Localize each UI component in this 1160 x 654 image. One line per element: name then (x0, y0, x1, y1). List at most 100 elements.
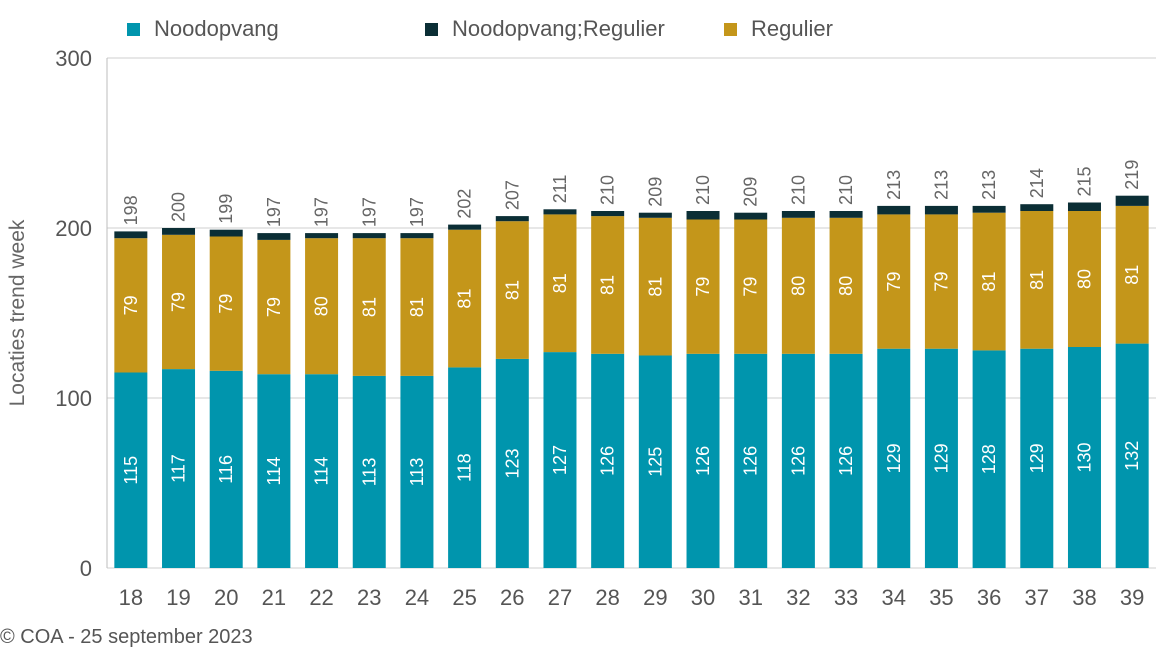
bar-noodopvang-21 (257, 374, 291, 568)
legend-swatch-noodopvang (127, 22, 140, 36)
bar-noodopvang-31 (734, 353, 768, 568)
data-label-regulier-25: 81 (455, 289, 475, 309)
y-tick-label-300: 300 (55, 46, 92, 71)
data-label-noodopvang-28: 126 (598, 446, 618, 476)
total-label-21: 197 (264, 197, 284, 227)
bar-regulier-23 (352, 238, 386, 376)
x-tick-label-23: 23 (357, 585, 381, 610)
bar-noodopvang-regulier-21 (257, 233, 291, 240)
bar-regulier-31 (734, 219, 768, 354)
data-label-regulier-27: 81 (550, 273, 570, 293)
bar-noodopvang-regulier-28 (591, 211, 625, 217)
data-label-regulier-30: 79 (693, 277, 713, 297)
bar-noodopvang-18 (114, 372, 148, 568)
bar-noodopvang-35 (924, 348, 958, 568)
bar-regulier-32 (781, 217, 815, 354)
data-label-noodopvang-39: 132 (1122, 441, 1142, 471)
bar-noodopvang-27 (543, 352, 577, 568)
legend: Noodopvang Noodopvang;Regulier Regulier (0, 16, 1160, 46)
legend-item-noodopvang-regulier[interactable]: Noodopvang;Regulier (425, 16, 665, 42)
bar-regulier-18 (114, 238, 148, 373)
data-label-noodopvang-21: 114 (264, 457, 284, 486)
data-label-noodopvang-36: 128 (979, 444, 999, 474)
copyright-footnote: © COA - 25 september 2023 (0, 626, 253, 648)
data-label-regulier-18: 79 (121, 295, 141, 315)
bar-regulier-25 (448, 229, 482, 368)
bar-noodopvang-19 (162, 369, 196, 568)
total-label-31: 209 (741, 177, 761, 207)
x-tick-label-20: 20 (214, 585, 238, 610)
bar-regulier-38 (1067, 211, 1101, 347)
legend-label-regulier: Regulier (751, 16, 833, 41)
bar-noodopvang-36 (972, 350, 1006, 568)
bar-noodopvang-regulier-34 (877, 205, 911, 215)
bar-regulier-22 (305, 238, 339, 375)
data-label-regulier-34: 79 (884, 272, 904, 292)
bar-regulier-36 (972, 212, 1006, 351)
data-label-noodopvang-35: 129 (931, 443, 951, 473)
x-tick-label-36: 36 (977, 585, 1001, 610)
total-label-37: 214 (1027, 168, 1047, 198)
x-tick-label-37: 37 (1025, 585, 1049, 610)
data-label-regulier-20: 79 (216, 294, 236, 314)
bar-noodopvang-37 (1020, 348, 1054, 568)
total-label-18: 198 (121, 195, 141, 225)
bar-regulier-39 (1115, 205, 1149, 344)
x-tick-label-25: 25 (452, 585, 476, 610)
bar-noodopvang-24 (400, 375, 434, 568)
bar-noodopvang-regulier-35 (924, 205, 958, 215)
total-label-33: 210 (836, 175, 856, 205)
total-label-32: 210 (788, 175, 808, 205)
bar-noodopvang-regulier-24 (400, 233, 434, 239)
data-label-regulier-21: 79 (264, 297, 284, 317)
total-label-22: 197 (312, 197, 332, 227)
total-label-25: 202 (455, 189, 475, 219)
x-tick-label-24: 24 (405, 585, 429, 610)
legend-label-noodopvang-regulier: Noodopvang;Regulier (452, 16, 665, 41)
data-label-noodopvang-27: 127 (550, 445, 570, 475)
legend-item-regulier[interactable]: Regulier (724, 16, 833, 42)
data-label-noodopvang-31: 126 (741, 446, 761, 476)
data-label-regulier-23: 81 (359, 297, 379, 317)
data-label-noodopvang-38: 130 (1074, 442, 1094, 472)
x-tick-label-33: 33 (834, 585, 858, 610)
x-tick-label-27: 27 (548, 585, 572, 610)
x-tick-label-38: 38 (1072, 585, 1096, 610)
total-label-38: 215 (1074, 166, 1094, 196)
data-label-regulier-28: 81 (598, 275, 618, 295)
x-tick-label-30: 30 (691, 585, 715, 610)
data-label-regulier-22: 80 (312, 296, 332, 316)
bar-noodopvang-33 (829, 353, 863, 568)
data-label-noodopvang-19: 117 (169, 454, 189, 483)
total-label-35: 213 (931, 170, 951, 200)
y-tick-label-100: 100 (55, 386, 92, 411)
bar-regulier-30 (686, 219, 720, 354)
bar-noodopvang-regulier-18 (114, 231, 148, 239)
data-label-noodopvang-23: 113 (359, 458, 379, 487)
bar-regulier-34 (877, 214, 911, 349)
bar-regulier-19 (162, 234, 196, 370)
x-tick-label-28: 28 (595, 585, 619, 610)
legend-item-noodopvang[interactable]: Noodopvang (127, 16, 279, 42)
bar-regulier-29 (638, 217, 672, 356)
bar-noodopvang-26 (495, 358, 529, 568)
bar-noodopvang-34 (877, 348, 911, 568)
data-label-noodopvang-37: 129 (1027, 443, 1047, 473)
y-tick-label-0: 0 (80, 556, 92, 581)
legend-swatch-regulier (724, 22, 737, 36)
x-tick-label-32: 32 (786, 585, 810, 610)
bar-regulier-37 (1020, 211, 1054, 349)
bar-regulier-33 (829, 217, 863, 354)
data-label-regulier-38: 80 (1074, 269, 1094, 289)
bar-noodopvang-regulier-25 (448, 224, 482, 230)
data-label-regulier-29: 81 (645, 277, 665, 297)
data-label-regulier-24: 81 (407, 297, 427, 317)
bar-noodopvang-regulier-23 (352, 233, 386, 239)
bar-regulier-27 (543, 214, 577, 353)
bar-noodopvang-22 (305, 374, 339, 568)
total-label-39: 219 (1122, 160, 1142, 190)
data-label-noodopvang-18: 115 (121, 456, 141, 485)
x-tick-label-34: 34 (882, 585, 906, 610)
data-label-noodopvang-30: 126 (693, 446, 713, 476)
